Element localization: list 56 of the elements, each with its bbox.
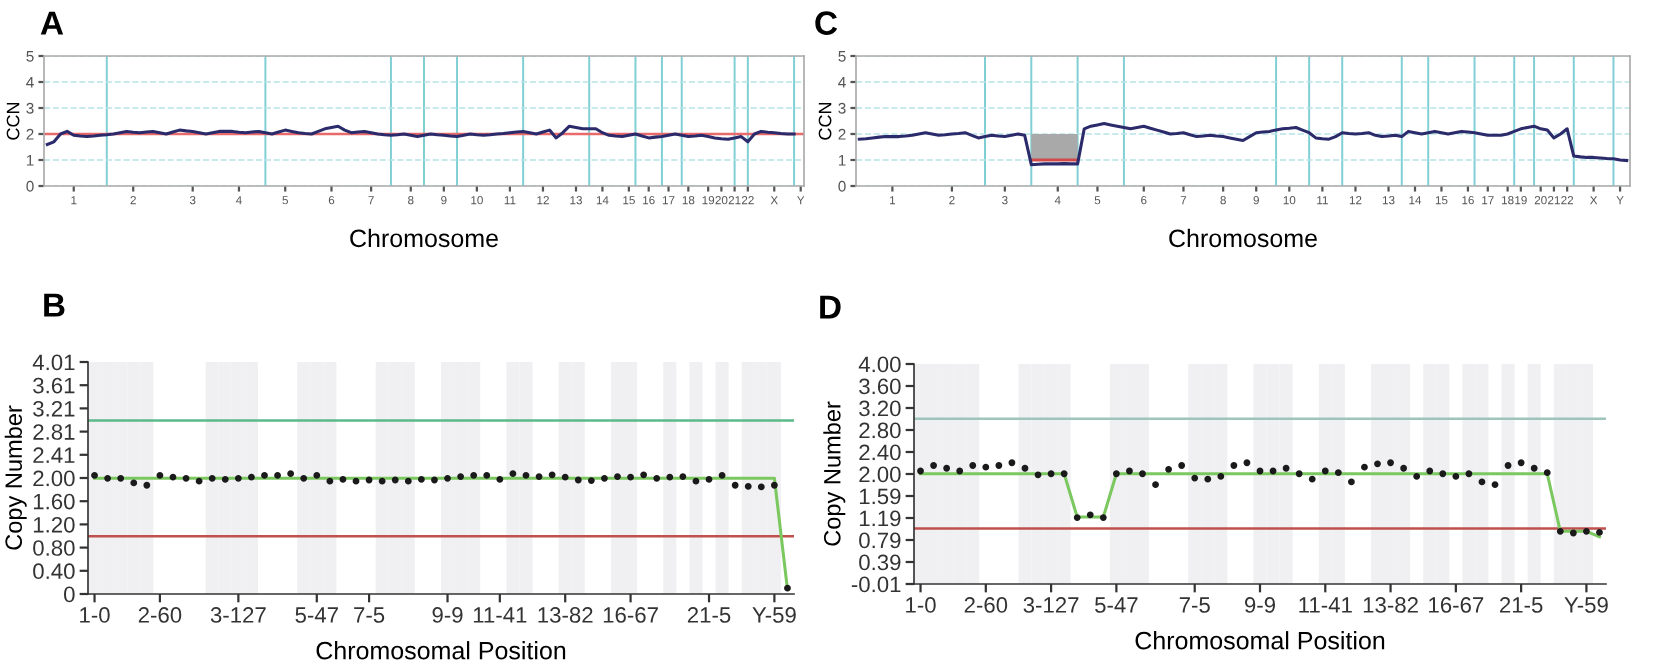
y-axis-title: CCN	[6, 102, 20, 140]
x-tick-label: 21-5	[687, 607, 731, 623]
y-axis-title: CCN	[818, 102, 832, 140]
x-tick-label: 11-41	[1299, 597, 1352, 613]
y-tick-label: 2.00	[33, 470, 75, 487]
y-tick-label: -0.01	[851, 576, 901, 593]
x-tick-label: 5-47	[1095, 597, 1138, 613]
y-tick-label: 3.20	[859, 400, 901, 417]
x-tick-label: 21-5	[1500, 597, 1543, 613]
y-tick-label: 2.80	[859, 422, 901, 439]
x-tick-label: 16-67	[1429, 597, 1484, 613]
y-tick-label: 1.60	[33, 493, 75, 510]
y-tick-label: 2.00	[859, 466, 901, 483]
x-tick-label: 1-0	[80, 607, 110, 623]
y-tick-label: 1.59	[859, 488, 901, 505]
x-axis-title: Chromosomal Position	[316, 641, 566, 660]
y-tick-label: 0	[64, 586, 75, 603]
y-tick-label: 2.40	[859, 444, 901, 461]
y-tick-label: 2.41	[33, 447, 75, 463]
x-tick-label: 16-67	[603, 607, 658, 623]
chart-title: D	[820, 295, 841, 319]
y-tick-label: 2.81	[33, 424, 75, 440]
y-tick-label: 1.20	[33, 516, 75, 533]
x-tick-label: 7-5	[354, 607, 385, 623]
y-tick-label: 0.39	[859, 554, 901, 571]
chart-title: C	[815, 11, 838, 35]
x-tick-label: 3-127	[1023, 597, 1079, 613]
y-axis-title: Copy Number	[4, 405, 27, 550]
y-tick-label: 1.19	[859, 510, 901, 527]
x-axis-title: Chromosome	[350, 228, 498, 248]
x-tick-label: 2-60	[138, 607, 182, 623]
x-tick-label: 9-9	[432, 607, 463, 623]
x-tick-label: 3-127	[210, 607, 266, 623]
x-tick-label: 1-0	[906, 597, 936, 613]
chart-title: B	[44, 293, 65, 317]
x-tick-label: 11-41	[473, 607, 527, 623]
x-tick-label: 2-60	[964, 597, 1008, 613]
x-axis-title: Chromosome	[1169, 228, 1317, 248]
y-tick-label: 0.80	[33, 540, 75, 556]
y-tick-label: 3.21	[33, 400, 75, 417]
x-tick-label: 13-82	[1363, 597, 1418, 613]
y-tick-label: 3.60	[859, 378, 901, 395]
y-axis-title: Copy Number	[823, 401, 846, 546]
x-tick-label: Y-59	[752, 607, 796, 623]
x-axis-title: Chromosomal Position	[1135, 631, 1385, 650]
y-tick-label: 4.01	[32, 354, 75, 371]
y-tick-label: 3.61	[33, 377, 75, 394]
chart-title: A	[40, 11, 64, 35]
x-tick-label: 5-47	[295, 607, 338, 623]
y-tick-label: 4.00	[858, 356, 901, 373]
y-tick-label: 0.40	[33, 563, 75, 580]
x-tick-label: 9-9	[1244, 597, 1276, 613]
x-tick-label: 13-82	[538, 607, 593, 623]
x-tick-label: Y-59	[1564, 597, 1608, 613]
x-tick-label: 7-5	[1179, 597, 1210, 613]
y-tick-label: 0.79	[859, 532, 901, 549]
